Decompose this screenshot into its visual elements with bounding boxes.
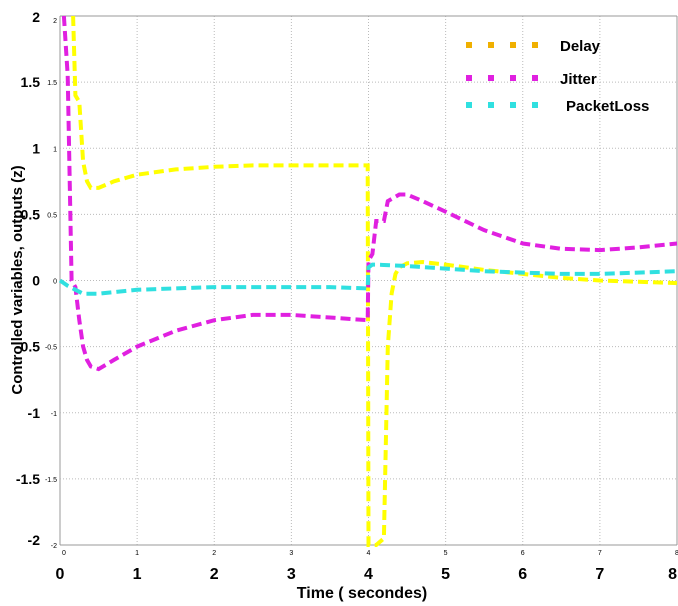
x-tick-minor-label: 5 (444, 550, 448, 557)
y-tick-minor-label: -1 (51, 411, 57, 418)
x-axis-label: Time ( secondes) (297, 585, 427, 602)
x-tick-label: 8 (668, 566, 677, 583)
y-tick-label: 0.5 (21, 206, 41, 222)
x-tick-label: 6 (518, 566, 527, 583)
x-tick-minor-label: 1 (135, 550, 139, 557)
y-tick-label: -1 (28, 405, 41, 421)
y-tick-label: -0.5 (16, 339, 40, 355)
x-tick-label: 4 (364, 566, 373, 583)
y-tick-label: 2 (32, 9, 40, 25)
series-line-jitter (61, 15, 678, 372)
x-tick-label: 2 (210, 566, 219, 583)
x-tick-minor-label: 2 (212, 550, 216, 557)
x-tick-label: 7 (595, 566, 604, 583)
legend-item-jitter: Jitter (466, 71, 597, 88)
y-tick-minor-label: 2 (53, 18, 57, 25)
y-axis-label: Controlled variables, outputs (z) (9, 165, 26, 394)
x-tick-label: 0 (56, 566, 65, 583)
y-tick-minor-label: -1.5 (45, 477, 57, 484)
x-tick-label: 3 (287, 566, 296, 583)
series-line-delay (71, 15, 678, 547)
series-layer (58, 15, 678, 547)
x-tick-label: 5 (441, 566, 450, 583)
y-tick-label: 1.5 (21, 74, 41, 90)
x-tick-minor-label: 8 (675, 550, 678, 557)
legend: Delay Jitter PacketLoss (466, 38, 649, 115)
x-tick-label: 1 (133, 566, 142, 583)
x-tick-minor-label: 6 (521, 550, 525, 557)
legend-label: Delay (560, 38, 601, 55)
y-tick-minor-label: 0 (53, 279, 57, 286)
y-tick-minor-label: -2 (51, 543, 57, 550)
x-tick-minor-label: 4 (367, 550, 371, 557)
tick-labels: 0 0 1 1 2 2 3 3 4 4 5 5 6 6 7 7 8 8 2 2 1.5 1.5 1 1 0.5 0.5 0 0 -0.5… (16, 9, 678, 583)
y-tick-label: -1.5 (16, 471, 40, 487)
legend-item-packetloss: PacketLoss (466, 98, 649, 115)
legend-label: PacketLoss (566, 98, 649, 115)
x-tick-minor-label: 7 (598, 550, 602, 557)
series-line-packetloss (58, 262, 678, 296)
y-tick-minor-label: 1 (53, 146, 57, 153)
y-tick-minor-label: -0.5 (45, 345, 57, 352)
y-tick-label: 1 (32, 140, 40, 156)
x-tick-minor-label: 0 (62, 550, 66, 557)
x-tick-minor-label: 3 (289, 550, 293, 557)
y-tick-minor-label: 0.5 (47, 212, 57, 219)
y-tick-minor-label: 1.5 (47, 80, 57, 87)
y-tick-label: -2 (28, 532, 41, 548)
legend-label: Jitter (560, 71, 597, 88)
grid-lines (59, 15, 678, 546)
legend-item-delay: Delay (466, 38, 601, 55)
y-tick-label: 0 (32, 273, 40, 289)
